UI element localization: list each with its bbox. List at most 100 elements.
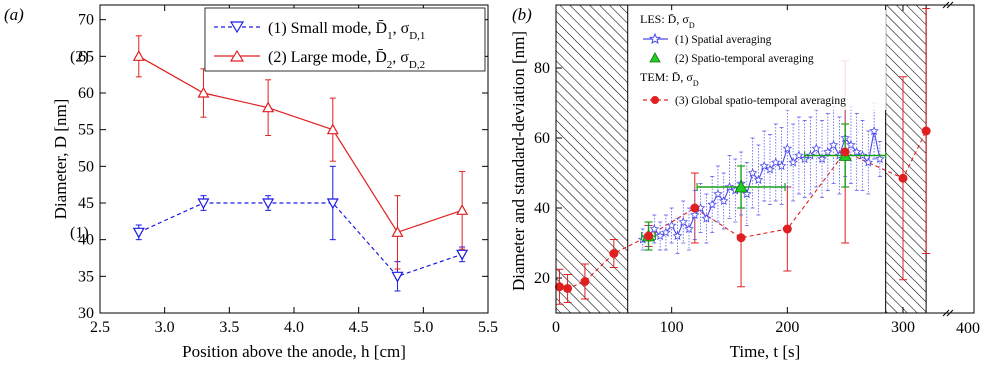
- panel-b-point-spatial: [747, 167, 758, 178]
- panel-a-x-tick-label: 3.5: [219, 319, 239, 336]
- legend-large-sigma-sub: D,2: [409, 59, 425, 71]
- panel-b-y-tick-label: 20: [534, 270, 550, 287]
- panel-a-x-tick-label: 4.5: [349, 319, 369, 336]
- panel-b-point-global: [644, 231, 654, 241]
- panel-b-point-spatial: [846, 139, 856, 150]
- tem-title-sub: D: [693, 79, 699, 88]
- panel-b-point-spatial: [817, 153, 827, 164]
- panel-b-point-spatial: [655, 230, 665, 241]
- panel-a-legend-marker-large: [229, 49, 245, 62]
- panel-a-point-large: [456, 204, 469, 215]
- panel-b-point-spatial: [684, 223, 694, 234]
- panel-a-point-large: [326, 123, 339, 135]
- panel-b-point-spatial: [794, 150, 804, 160]
- panel-b-point-spatial: [782, 143, 793, 153]
- panel-b-legend-entry-spatio-temporal: (2) Spatio-temporal averaging: [675, 53, 814, 65]
- panel-b-point-spatial: [661, 227, 671, 237]
- panel-b-y-axis-title: Diameter and standard-deviation [nm]: [509, 31, 528, 291]
- panel-a-x-tick-label: 2.5: [90, 319, 110, 336]
- panel-b-point-spatio-temporal: [734, 180, 748, 193]
- panel-a-point-large: [391, 226, 404, 237]
- panel-b-y-tick-label: 60: [534, 130, 550, 147]
- legend-small-comma: ,: [393, 20, 401, 37]
- panel-b-y-tick-label: 80: [534, 60, 550, 77]
- panel-a-series-1-side-label: (1): [70, 224, 89, 241]
- panel-b-plot-frame: [555, 4, 975, 314]
- panel-a-legend-marker-small: [229, 21, 245, 34]
- panel-b-point-global: [782, 224, 792, 234]
- panel-a-chart: (a) 2.5 3.0 3.5 4.0 4.5 5.0 5.5 30 35 40 45 50 55 60 6…: [4, 4, 498, 361]
- panel-b-point-global: [690, 203, 700, 213]
- panel-a-plot-frame: [99, 4, 489, 314]
- legend-small-sigma-sub: D,1: [409, 30, 425, 42]
- panel-b-point-spatial: [776, 160, 787, 171]
- panel-b-hatched-region: [555, 4, 629, 314]
- panel-a-series-2-side-label: (2): [70, 48, 89, 65]
- tem-title: TEM: D̄, σ: [640, 70, 693, 84]
- panel-a-y-tick-label: 30: [78, 305, 94, 322]
- panel-b-legend-entry-spatial: (1) Spatial averaging: [675, 34, 772, 46]
- panel-b-point-spatial: [851, 146, 862, 157]
- legend-large-sigma: σ: [400, 49, 409, 66]
- panel-a-point-large: [132, 50, 145, 61]
- panel-a-series-line-large: [138, 55, 463, 234]
- panel-b-x-tick-label: 300: [891, 319, 915, 336]
- panel-a-legend-entry-large: (2) Large mode, D̄2, σD,2: [268, 49, 425, 71]
- panel-b-point-global: [580, 277, 590, 286]
- panel-a-x-tick-label: 3.0: [155, 319, 175, 336]
- panel-b-point-global: [921, 126, 931, 136]
- panel-b-point-global: [840, 147, 850, 157]
- panel-b-point-spatial: [753, 174, 764, 185]
- panel-a-point-large: [262, 101, 275, 113]
- panel-b-chart: (b) 0 100 200 300 20 40 60 80 Time, t [s] Diame…: [509, 1, 980, 361]
- panel-b-label: (b): [512, 5, 532, 24]
- panel-b-point-spatial: [765, 164, 775, 174]
- panel-b-point-spatial: [788, 157, 798, 167]
- panel-b-point-spatial: [875, 153, 885, 164]
- panel-b-x-tick-label: 0: [552, 319, 560, 336]
- panel-b-point-spatial: [811, 143, 822, 153]
- legend-large-name: (2) Large mode, D̄: [268, 49, 387, 66]
- panel-a-x-tick-label: 4.0: [284, 319, 304, 336]
- panel-b-x-axis-title: Time, t [s]: [730, 342, 801, 361]
- panel-a-y-tick-label: 50: [78, 158, 94, 175]
- panel-b-y-tick-label: 40: [534, 200, 550, 217]
- panel-a-label: (a): [4, 5, 24, 24]
- panel-b-point-spatial: [713, 188, 723, 199]
- panel-b-point-spatial: [649, 223, 660, 234]
- panel-b-point-global: [609, 249, 619, 258]
- legend-small-sigma: σ: [401, 20, 410, 37]
- panel-b-hatched-region: [885, 4, 927, 314]
- panel-b-point-global: [554, 282, 564, 292]
- panel-a-y-axis-title: Diameter, D [nm]: [51, 99, 70, 220]
- panel-b-point-spatial: [759, 160, 769, 171]
- panel-b-legend-title-les: LES: D̄, σD: [640, 12, 695, 30]
- panel-b-point-spatial: [690, 209, 700, 220]
- panel-a-y-tick-label: 45: [78, 195, 94, 212]
- panel-a-point-small: [326, 198, 339, 210]
- panel-b-x-tick-label: 200: [775, 319, 799, 336]
- legend-large-sub: 2: [387, 59, 393, 71]
- panel-b-legend-marker-spatial: [648, 32, 662, 45]
- panel-b-legend-box: [636, 10, 886, 110]
- panel-b-point-spatial: [863, 157, 874, 167]
- panel-b-legend-marker-global: [651, 96, 659, 104]
- panel-b-point-spatial: [869, 125, 879, 136]
- panel-a-point-small: [456, 249, 469, 261]
- panel-a-y-tick-label: 70: [78, 12, 94, 29]
- panel-b-point-global: [736, 233, 746, 243]
- panel-b-point-global: [898, 173, 908, 183]
- panel-a-point-small: [132, 227, 145, 239]
- panel-a-y-tick-label: 40: [78, 232, 94, 249]
- panel-b-ticks: 0 100 200 300 20 40 60 80: [534, 5, 915, 336]
- panel-a-x-tick-label: 5.0: [413, 319, 433, 336]
- les-title-sub: D: [689, 21, 695, 30]
- panel-b-point-spatial: [718, 195, 729, 206]
- legend-large-comma: ,: [392, 49, 400, 66]
- panel-b-legend: LES: D̄, σD (1) Spatial averaging (2) Sp…: [636, 10, 886, 110]
- panel-a-x-tick-label: 5.5: [478, 319, 498, 336]
- panel-a-legend-box: [204, 7, 486, 72]
- panel-a-y-tick-label: 35: [78, 268, 94, 285]
- panel-b-point-spatial: [770, 157, 781, 167]
